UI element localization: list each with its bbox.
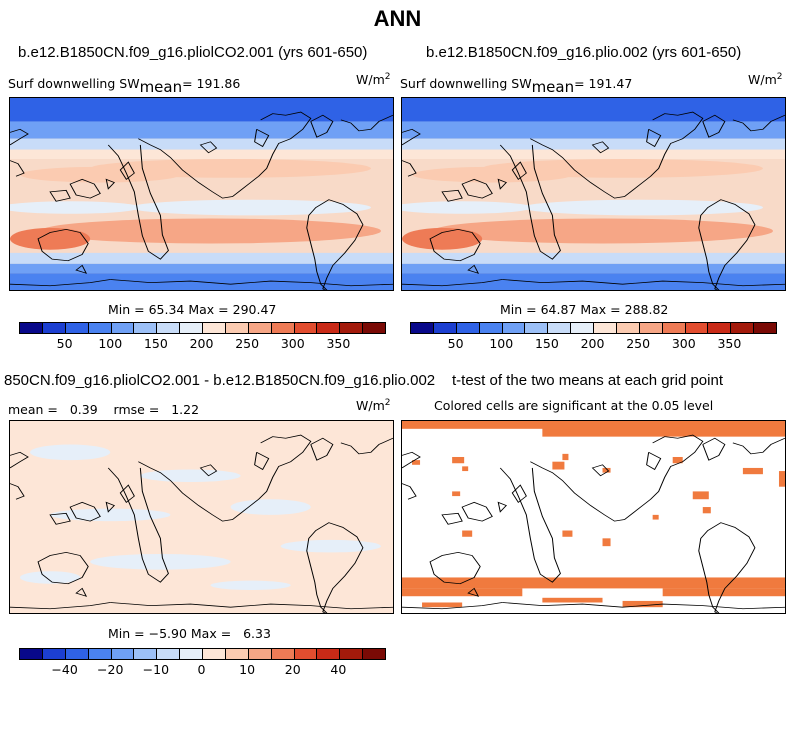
map-top-left [9, 97, 394, 291]
minmax-top-right: Min = 64.87 Max = 288.82 [500, 302, 669, 317]
panel-title-top-left: b.e12.B1850CN.f09_g16.pliolCO2.001 (yrs … [18, 44, 368, 61]
colorbar-box-4 [111, 323, 135, 333]
colorbar-box-15 [754, 323, 776, 333]
colorbar-box-12 [294, 649, 318, 659]
colorbar-box-14 [340, 323, 364, 333]
colorbar-box-5 [525, 323, 549, 333]
colorbar-box-8 [203, 323, 226, 333]
colorbar-box-15 [363, 323, 385, 333]
colorbar-tick-label: 200 [189, 336, 214, 351]
units-top-right: W/m2 [748, 72, 783, 88]
colorbar-box-1 [42, 323, 66, 333]
units-top-left: W/m2 [356, 72, 391, 88]
colorbar-box-4 [111, 649, 135, 659]
panel-title-top-right: b.e12.B1850CN.f09_g16.plio.002 (yrs 601-… [426, 44, 742, 61]
colorbar-box-0 [20, 649, 43, 659]
colorbar-box-3 [88, 323, 112, 333]
colorbar-tick-label: 0 [197, 662, 206, 677]
colorbar-box-12 [685, 323, 709, 333]
mean-value: = 191.47 [574, 76, 633, 91]
colorbar-box-12 [294, 323, 318, 333]
colorbar-box-6 [157, 323, 181, 333]
colorbar-box-6 [548, 323, 572, 333]
colorbar-tick-label: 250 [626, 336, 651, 351]
colorbar-tick-label: 150 [143, 336, 168, 351]
units-bottom-left: W/m2 [356, 398, 391, 414]
colorbar-box-7 [180, 649, 203, 659]
colorbar-box-3 [479, 323, 503, 333]
panel-title-bottom-left: 850CN.f09_g16.pliolCO2.001 - b.e12.B1850… [4, 372, 436, 389]
colorbar-box-3 [88, 649, 112, 659]
figure-title: ANN [373, 6, 422, 31]
colorbar-tick-label: 200 [580, 336, 605, 351]
colorbar-top-right [410, 322, 777, 334]
colorbar-tick-label: 100 [98, 336, 123, 351]
colorbar-tick-label: 300 [671, 336, 696, 351]
colorbar-box-2 [65, 649, 89, 659]
colorbar-box-0 [411, 323, 434, 333]
colorbar-box-4 [502, 323, 526, 333]
colorbar-tick-label: 300 [280, 336, 305, 351]
colorbar-top-left [19, 322, 386, 334]
colorbar-box-13 [317, 649, 341, 659]
colorbar-box-9 [616, 323, 640, 333]
colorbar-box-11 [662, 323, 686, 333]
colorbar-box-11 [271, 323, 295, 333]
colorbar-box-5 [134, 323, 158, 333]
colorbar-box-8 [203, 649, 226, 659]
colorbar-box-1 [433, 323, 457, 333]
colorbar-tick-label: 350 [717, 336, 742, 351]
variable-name: Surf downwelling SW [8, 76, 140, 91]
variable-label-top-left: Surf downwelling SWmean= 191.86 [8, 74, 241, 96]
colorbar-box-11 [271, 649, 295, 659]
colorbar-box-7 [571, 323, 594, 333]
colorbar-box-2 [456, 323, 480, 333]
colorbar-tick-label: 50 [56, 336, 73, 351]
map-top-right [401, 97, 786, 291]
colorbar-box-7 [180, 323, 203, 333]
colorbar-tick-label: 40 [330, 662, 347, 677]
colorbar-tick-label: −10 [142, 662, 170, 677]
colorbar-tick-label: −40 [51, 662, 78, 677]
colorbar-tick-label: 100 [489, 336, 514, 351]
colorbar-tick-label: −20 [97, 662, 124, 677]
map-bottom-right [401, 420, 786, 614]
colorbar-box-5 [134, 649, 158, 659]
colorbar-box-14 [340, 649, 364, 659]
map-bottom-left [9, 420, 394, 614]
minmax-top-left: Min = 65.34 Max = 290.47 [108, 302, 277, 317]
colorbar-tick-label: 50 [447, 336, 464, 351]
colorbar-tick-label: 10 [239, 662, 256, 677]
colorbar-box-13 [708, 323, 732, 333]
colorbar-box-9 [225, 649, 249, 659]
mean-label: mean [139, 78, 183, 96]
colorbar-box-10 [639, 323, 663, 333]
variable-name: Surf downwelling SW [400, 76, 532, 91]
colorbar-tick-label: 350 [326, 336, 351, 351]
colorbar-box-0 [20, 323, 43, 333]
mean-label: mean [531, 78, 575, 96]
colorbar-box-2 [65, 323, 89, 333]
colorbar-box-10 [248, 649, 272, 659]
panel-title-bottom-right: t-test of the two means at each grid poi… [452, 372, 723, 389]
colorbar-box-9 [225, 323, 249, 333]
colorbar-box-6 [157, 649, 181, 659]
colorbar-box-1 [42, 649, 66, 659]
variable-label-top-right: Surf downwelling SWmean= 191.47 [400, 74, 633, 96]
colorbar-box-13 [317, 323, 341, 333]
mean-value: = 191.86 [182, 76, 241, 91]
colorbar-box-15 [363, 649, 385, 659]
colorbar-box-10 [248, 323, 272, 333]
minmax-bottom-left: Min = −5.90 Max = 6.33 [108, 626, 271, 641]
colorbar-tick-label: 250 [235, 336, 260, 351]
colorbar-tick-label: 20 [284, 662, 301, 677]
note-bottom-right: Colored cells are significant at the 0.0… [434, 398, 714, 413]
colorbar-box-14 [731, 323, 755, 333]
stats-bottom-left: mean = 0.39 rmse = 1.22 [8, 402, 200, 417]
colorbar-box-8 [594, 323, 617, 333]
colorbar-tick-label: 150 [534, 336, 559, 351]
colorbar-bottom-left [19, 648, 386, 660]
